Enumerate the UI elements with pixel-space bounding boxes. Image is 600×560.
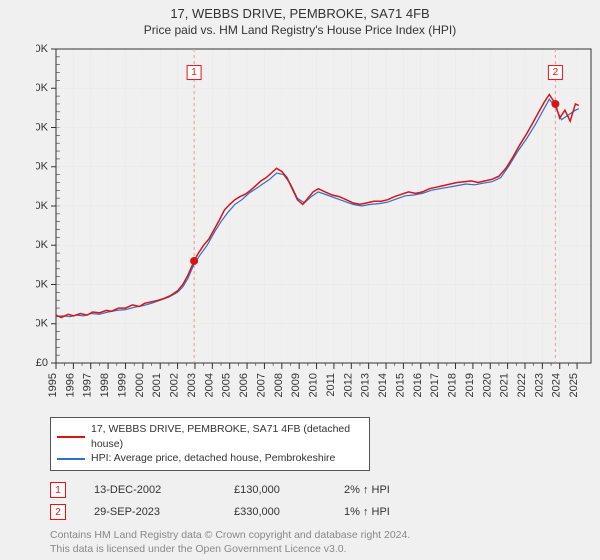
svg-text:£250K: £250K: [36, 161, 49, 173]
table-row: 1 13-DEC-2002£130,0002% ↑ HPI: [50, 479, 600, 501]
svg-text:2004: 2004: [203, 373, 215, 397]
svg-text:1995: 1995: [47, 373, 59, 397]
legend-swatch: [57, 458, 85, 460]
svg-text:2000: 2000: [134, 373, 146, 397]
svg-text:2003: 2003: [186, 373, 198, 397]
page-title: 17, WEBBS DRIVE, PEMBROKE, SA71 4FB: [0, 6, 600, 21]
svg-text:2015: 2015: [394, 373, 406, 397]
svg-text:1997: 1997: [82, 373, 94, 397]
svg-text:2012: 2012: [342, 373, 354, 397]
footer-line: Contains HM Land Registry data © Crown c…: [50, 529, 600, 543]
page-subtitle: Price paid vs. HM Land Registry's House …: [0, 23, 600, 37]
svg-text:2023: 2023: [533, 373, 545, 397]
svg-text:2010: 2010: [308, 373, 320, 397]
svg-text:£150K: £150K: [36, 239, 49, 251]
line-chart: £0 £50K £100K £150K £200K £250K £300K £350K £400…: [36, 43, 596, 413]
svg-text:2: 2: [553, 67, 559, 78]
svg-text:2013: 2013: [360, 373, 372, 397]
svg-text:2007: 2007: [255, 373, 267, 397]
svg-text:2008: 2008: [273, 373, 285, 397]
point-marker: 1: [50, 482, 66, 498]
legend-item: HPI: Average price, detached house, Pemb…: [57, 451, 363, 466]
svg-text:£350K: £350K: [36, 82, 49, 94]
svg-text:2009: 2009: [290, 373, 302, 397]
svg-text:2017: 2017: [429, 373, 441, 397]
svg-text:2002: 2002: [169, 373, 181, 397]
legend-label: 17, WEBBS DRIVE, PEMBROKE, SA71 4FB (det…: [91, 422, 363, 451]
svg-text:£0: £0: [36, 357, 48, 369]
svg-text:2005: 2005: [221, 373, 233, 397]
svg-text:2001: 2001: [151, 373, 163, 397]
footer-line: This data is licensed under the Open Gov…: [50, 543, 600, 557]
svg-text:£400K: £400K: [36, 43, 49, 55]
sale-points-table: 1 13-DEC-2002£130,0002% ↑ HPI 2 29-SEP-2023…: [50, 479, 600, 523]
point-price: £130,000: [234, 484, 344, 496]
legend-swatch: [57, 436, 85, 438]
point-diff: 1% ↑ HPI: [344, 506, 444, 518]
point-date: 29-SEP-2023: [94, 506, 234, 518]
svg-text:1998: 1998: [99, 373, 111, 397]
legend-label: HPI: Average price, detached house, Pemb…: [91, 451, 335, 466]
table-row: 2 29-SEP-2023£330,0001% ↑ HPI: [50, 501, 600, 523]
svg-text:2011: 2011: [325, 373, 337, 397]
svg-text:2021: 2021: [499, 373, 511, 397]
svg-text:2024: 2024: [551, 373, 563, 397]
svg-text:2022: 2022: [516, 373, 528, 397]
svg-text:1: 1: [191, 67, 197, 78]
svg-text:£50K: £50K: [36, 318, 49, 330]
point-diff: 2% ↑ HPI: [344, 484, 444, 496]
svg-text:2019: 2019: [464, 373, 476, 397]
point-marker: 2: [50, 504, 66, 520]
svg-text:2018: 2018: [447, 373, 459, 397]
svg-text:£300K: £300K: [36, 121, 49, 133]
svg-text:2016: 2016: [412, 373, 424, 397]
svg-text:2025: 2025: [568, 373, 580, 397]
legend-item: 17, WEBBS DRIVE, PEMBROKE, SA71 4FB (det…: [57, 422, 363, 451]
svg-text:£100K: £100K: [36, 278, 49, 290]
svg-text:2006: 2006: [238, 373, 250, 397]
svg-text:2020: 2020: [481, 373, 493, 397]
legend: 17, WEBBS DRIVE, PEMBROKE, SA71 4FB (det…: [50, 417, 370, 471]
point-date: 13-DEC-2002: [94, 484, 234, 496]
svg-text:1999: 1999: [116, 373, 128, 397]
svg-text:1996: 1996: [64, 373, 76, 397]
footer: Contains HM Land Registry data © Crown c…: [50, 529, 600, 556]
svg-text:£200K: £200K: [36, 200, 49, 212]
svg-text:2014: 2014: [377, 373, 389, 397]
point-price: £330,000: [234, 506, 344, 518]
